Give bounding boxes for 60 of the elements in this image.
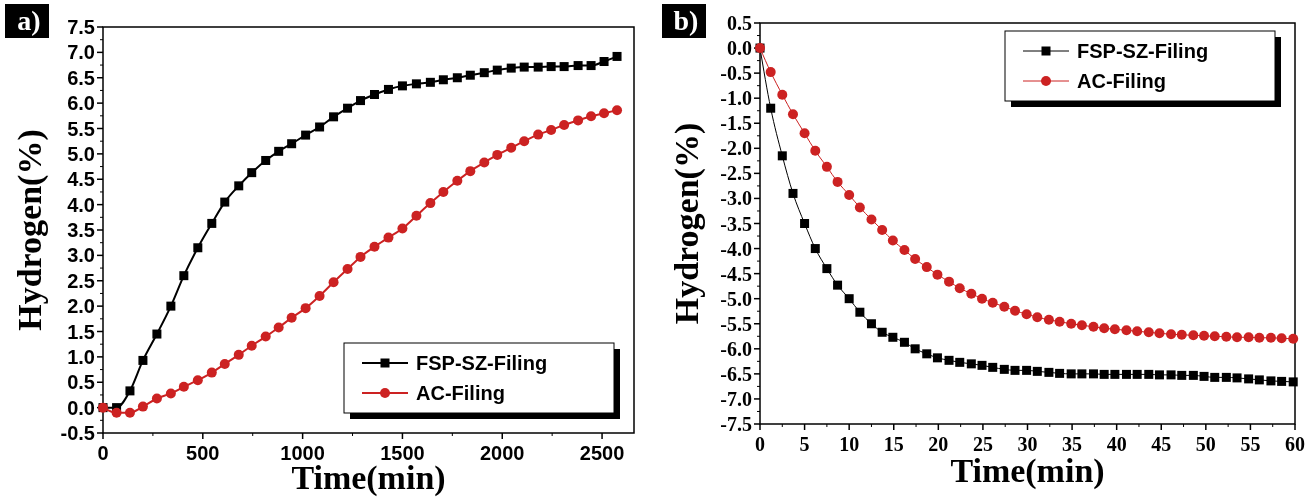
x-tick-label: 0	[97, 442, 109, 464]
x-tick-label: 5	[799, 433, 810, 455]
y-tick-label: -1.5	[720, 112, 752, 135]
legend-label: AC-Filing	[416, 382, 505, 404]
y-tick-label: 4.0	[67, 193, 95, 216]
y-tick-label: 0.0	[67, 396, 95, 419]
y-tick-label: 0.0	[727, 37, 752, 60]
y-tick-label: -6.5	[720, 362, 752, 385]
y-tick-label: -2.5	[720, 162, 752, 185]
y-axis-title: Hydrogen(%)	[11, 129, 49, 331]
y-tick-label: 0.5	[727, 12, 752, 34]
y-tick-label: 5.0	[67, 142, 95, 165]
y-tick-label: 1.0	[67, 345, 95, 368]
x-tick-label: 15	[883, 433, 904, 455]
x-tick-label: 0	[755, 433, 765, 455]
text: a)	[17, 5, 41, 36]
y-axis-title: Hydrogen(%)	[668, 122, 706, 325]
y-tick-label: 0.5	[67, 371, 95, 394]
y-tick-label: -2.0	[720, 137, 752, 160]
x-tick-label: 55	[1240, 433, 1261, 455]
x-tick-label: 2000	[480, 442, 525, 464]
y-tick-label: 7.5	[67, 16, 95, 38]
y-tick-label: 5.5	[67, 117, 95, 140]
legend-label: FSP-SZ-Filing	[416, 352, 548, 374]
x-tick-label: 40	[1106, 433, 1127, 455]
y-tick-label: 7.0	[67, 41, 95, 64]
x-tick-label: 45	[1151, 433, 1172, 455]
y-tick-label: 3.5	[67, 219, 95, 241]
y-tick-label: -3.5	[720, 212, 752, 235]
x-tick-label: 500	[186, 442, 220, 464]
x-tick-label: 60	[1285, 433, 1305, 455]
x-tick-label: 30	[1017, 433, 1038, 455]
x-tick-label: 2500	[579, 442, 625, 464]
y-tick-label: 1.5	[67, 320, 95, 343]
y-tick-label: -0.5	[720, 62, 752, 85]
y-tick-label: 6.5	[67, 66, 95, 89]
legend-label: FSP-SZ-Filing	[1077, 40, 1209, 62]
y-tick-label: -3.0	[720, 187, 752, 210]
y-tick-label: -0.5	[60, 422, 95, 444]
y-tick-label: -4.0	[720, 237, 752, 260]
y-tick-label: -7.0	[720, 387, 752, 410]
x-tick-label: 25	[972, 433, 993, 455]
y-tick-label: -5.5	[720, 312, 752, 335]
y-tick-label: -1.0	[720, 87, 752, 110]
legend-label: AC-Filing	[1077, 70, 1166, 92]
y-tick-label: 3.0	[67, 244, 95, 267]
y-tick-label: -6.0	[720, 337, 752, 360]
y-tick-label: 2.5	[67, 269, 95, 292]
y-tick-label: -4.5	[720, 262, 752, 285]
x-tick-label: 50	[1195, 433, 1216, 455]
y-tick-label: 2.0	[67, 295, 95, 318]
x-tick-label: 35	[1062, 433, 1083, 455]
y-tick-label: 4.5	[67, 168, 95, 191]
y-tick-label: -7.5	[720, 413, 752, 435]
x-tick-label: 20	[928, 433, 949, 455]
y-tick-label: 6.0	[67, 92, 95, 115]
x-tick-label: 10	[839, 433, 860, 455]
x-axis-title: Time(min)	[950, 452, 1105, 490]
y-tick-label: -5.0	[720, 287, 752, 310]
text: b)	[673, 5, 699, 36]
